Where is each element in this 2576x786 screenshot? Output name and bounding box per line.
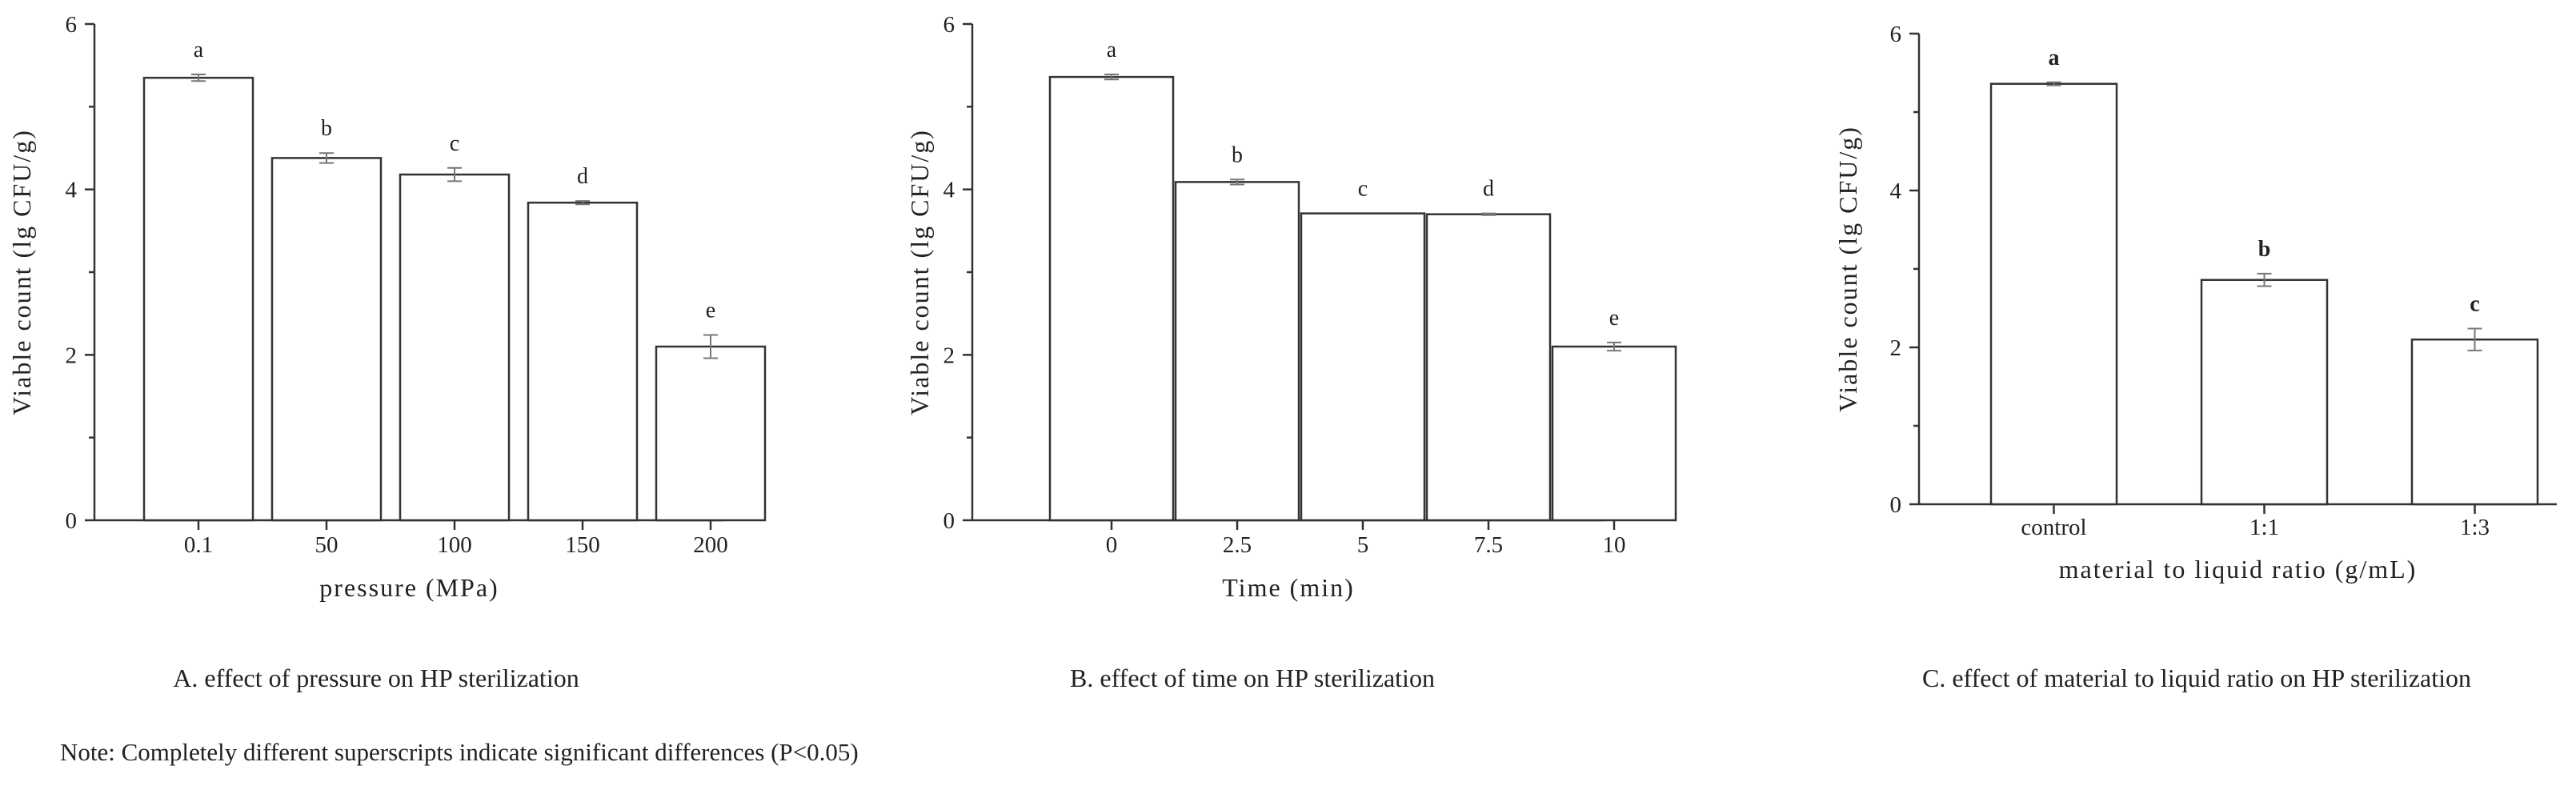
bar-2 — [399, 173, 511, 522]
error-bar-1 — [1230, 178, 1244, 186]
significance-label-1: b — [321, 116, 332, 141]
significance-label-2: c — [2470, 291, 2479, 316]
error-bar-1 — [2257, 272, 2272, 287]
error-bar-4 — [1607, 341, 1621, 352]
error-bar-3 — [1481, 212, 1496, 216]
x-tick-label-4: 10 — [1603, 532, 1626, 558]
error-bar-4 — [703, 334, 718, 359]
figure-note: Note: Completely different superscripts … — [60, 738, 859, 766]
significance-label-3: d — [577, 164, 588, 189]
x-tick-label-2: 5 — [1357, 532, 1369, 558]
x-axis-label: pressure (MPa) — [319, 573, 499, 602]
bar-3 — [527, 201, 639, 522]
x-tick-label-3: 150 — [565, 532, 600, 558]
error-bar-2 — [2467, 327, 2482, 351]
chart-panel-a: 0 2 4 6 a 0.1 b 50 c 100 d 150 e 200 pressure (MPa) Via… — [7, 12, 767, 602]
caption-a: A. effect of pressure on HP sterilizatio… — [173, 664, 579, 692]
y-tick-label: 6 — [1890, 22, 1902, 47]
y-tick-label: 0 — [943, 508, 955, 534]
significance-label-0: a — [194, 38, 204, 62]
error-bar-0 — [191, 74, 206, 82]
significance-label-1: b — [1232, 142, 1243, 167]
x-tick-label-0: 0.1 — [184, 532, 213, 558]
x-tick-label-1: 2.5 — [1223, 532, 1252, 558]
error-bar-0 — [1104, 74, 1119, 81]
caption-c: C. effect of material to liquid ratio on… — [1922, 664, 2471, 692]
bar-4 — [655, 345, 767, 522]
x-axis-label: Time (min) — [1222, 573, 1355, 602]
x-tick-label-4: 200 — [693, 532, 728, 558]
x-axis-label: material to liquid ratio (g/mL) — [2059, 555, 2418, 583]
bar-1 — [1174, 181, 1300, 522]
y-tick-label: 0 — [1890, 492, 1902, 518]
significance-label-4: e — [706, 299, 715, 323]
bar-1 — [270, 157, 383, 522]
bar-4 — [1551, 345, 1677, 522]
bar-1 — [2200, 279, 2329, 506]
chart-panel-b: 0 2 4 6 a 0 b 2.5 c 5 d 7.5 e 10 Time (min) Viable coun… — [905, 12, 1677, 602]
bar-0 — [142, 76, 254, 522]
y-tick-label: 4 — [1890, 178, 1902, 204]
error-bar-1 — [319, 152, 334, 164]
x-tick-label-0: control — [2021, 515, 2086, 540]
x-tick-label-2: 1:3 — [2460, 515, 2490, 540]
x-tick-label-0: 0 — [1106, 532, 1118, 558]
significance-label-3: d — [1483, 177, 1494, 202]
bar-3 — [1425, 213, 1552, 522]
bar-0 — [1048, 75, 1175, 522]
bar-0 — [1989, 82, 2118, 506]
significance-label-0: a — [2049, 46, 2060, 70]
error-bar-0 — [2046, 81, 2061, 86]
x-tick-label-2: 100 — [437, 532, 472, 558]
y-axis-label: Viable count (lg CFU/g) — [1833, 126, 1862, 412]
x-tick-label-1: 1:1 — [2249, 515, 2279, 540]
y-tick-label: 2 — [1890, 335, 1902, 361]
error-bar-2 — [447, 166, 462, 182]
x-tick-label-1: 50 — [315, 532, 339, 558]
error-bar-3 — [575, 200, 590, 206]
y-tick-label: 2 — [66, 343, 78, 368]
y-axis-label: Viable count (lg CFU/g) — [7, 129, 36, 415]
significance-label-2: c — [450, 131, 459, 156]
x-tick-label-3: 7.5 — [1474, 532, 1503, 558]
significance-label-1: b — [2258, 237, 2271, 262]
y-tick-label: 6 — [943, 12, 955, 38]
y-tick-label: 4 — [66, 178, 78, 203]
y-axis-label: Viable count (lg CFU/g) — [905, 129, 934, 415]
caption-b: B. effect of time on HP sterilization — [1070, 664, 1435, 692]
significance-label-2: c — [1358, 177, 1368, 202]
significance-label-4: e — [1609, 306, 1619, 331]
y-tick-label: 4 — [943, 178, 955, 203]
y-tick-label: 2 — [943, 343, 955, 368]
y-tick-label: 0 — [66, 508, 78, 534]
bar-2 — [2410, 338, 2539, 506]
significance-label-0: a — [1107, 38, 1117, 62]
y-tick-label: 6 — [66, 12, 78, 38]
bar-2 — [1300, 212, 1426, 522]
